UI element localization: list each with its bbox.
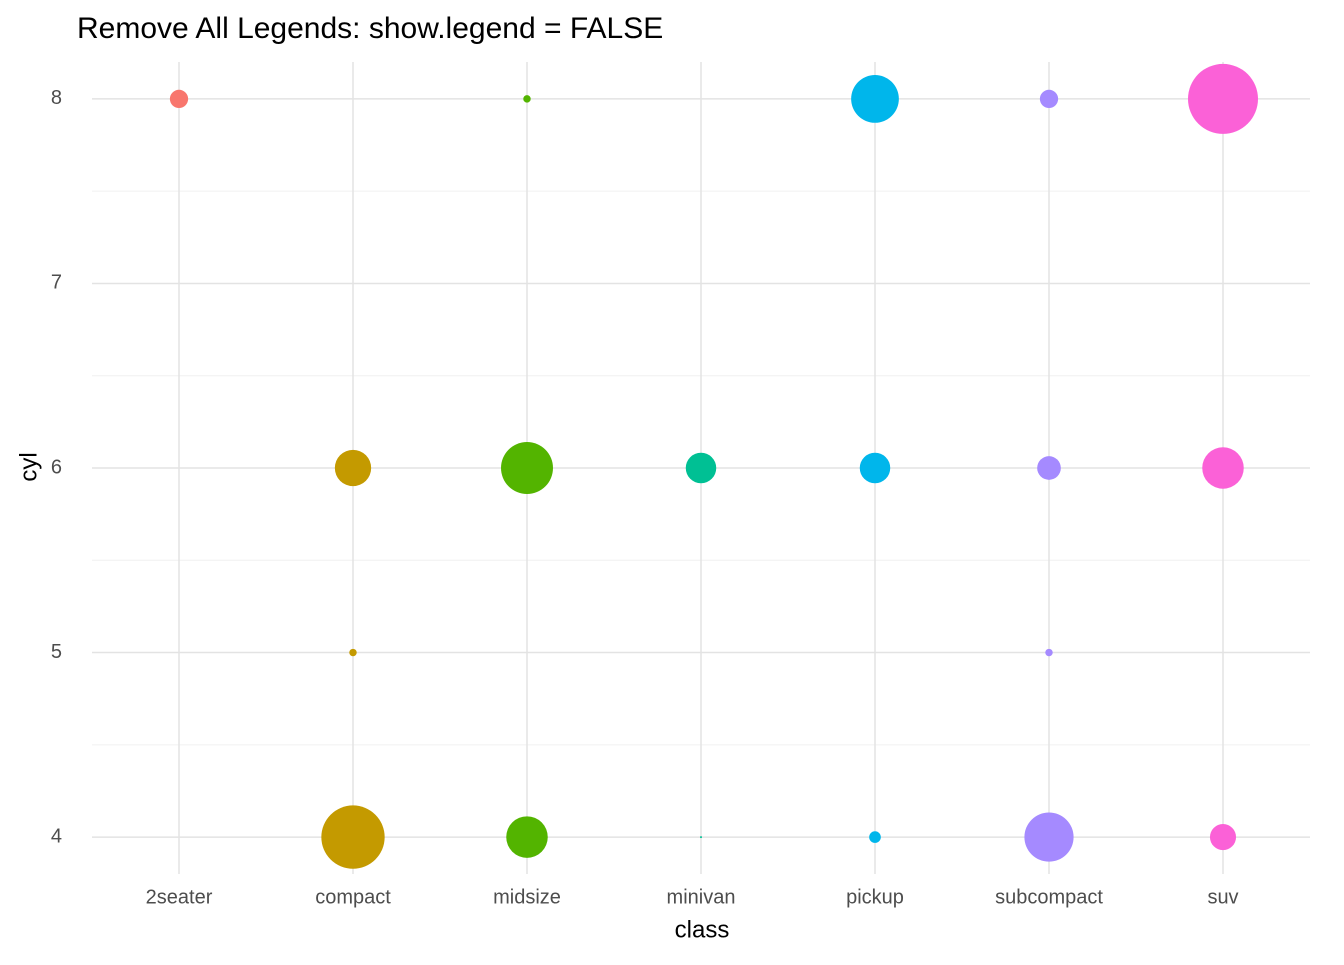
y-tick-label: 5 <box>51 641 62 663</box>
x-tick-label: compact <box>315 886 391 908</box>
y-axis-title: cyl <box>15 452 42 481</box>
x-tick-label: subcompact <box>995 886 1103 908</box>
x-tick-label: minivan <box>667 886 736 908</box>
point <box>523 95 531 103</box>
point <box>1202 447 1244 489</box>
y-tick-label: 7 <box>51 272 62 294</box>
point <box>1188 63 1258 134</box>
point <box>869 831 881 843</box>
x-tick-label: suv <box>1207 886 1238 908</box>
point <box>349 648 357 657</box>
point <box>685 452 717 484</box>
point <box>859 452 891 484</box>
point <box>1209 824 1237 851</box>
x-tick-label: pickup <box>846 886 904 908</box>
point <box>334 449 372 487</box>
point <box>851 75 899 123</box>
chart-title: Remove All Legends: show.legend = FALSE <box>77 12 663 45</box>
point <box>1024 812 1074 862</box>
x-axis-title: class <box>675 916 730 943</box>
y-tick-label: 4 <box>51 825 62 847</box>
point <box>1045 648 1053 657</box>
points <box>169 63 1258 869</box>
x-tick-label: midsize <box>493 886 561 908</box>
point <box>1037 456 1061 480</box>
point <box>501 442 553 494</box>
y-tick-label: 8 <box>51 87 62 109</box>
point <box>1039 89 1059 109</box>
point <box>506 816 548 858</box>
y-tick-label: 6 <box>51 456 62 478</box>
point <box>700 836 702 839</box>
point <box>169 89 189 109</box>
point <box>321 805 385 869</box>
x-tick-label: 2seater <box>146 886 213 908</box>
grid: 4 5 6 7 8 2seater compact midsize minivan pickup s… <box>51 62 1310 908</box>
